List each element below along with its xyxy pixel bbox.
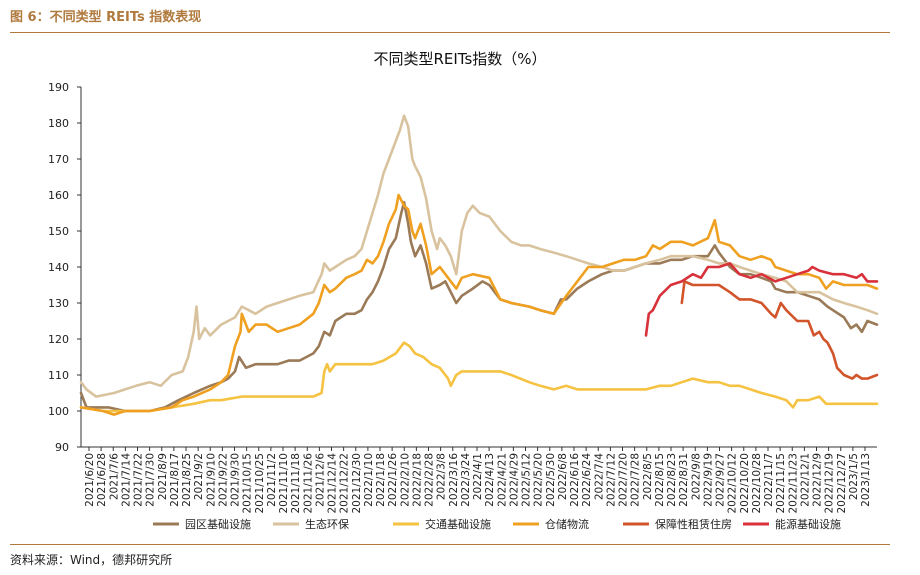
x-tick-label: 2023/1/13 xyxy=(860,453,872,507)
x-tick-label: 2022/4/29 xyxy=(508,453,520,507)
x-tick-label: 2022/6/24 xyxy=(581,453,593,507)
x-tick-label: 2022/5/20 xyxy=(533,453,545,507)
x-tick-label: 2022/8/31 xyxy=(678,453,690,507)
series-line-3 xyxy=(79,341,879,413)
x-tick-label: 2022/12/9 xyxy=(812,453,824,507)
y-tick-label: 110 xyxy=(48,369,69,382)
x-tick-label: 2021/7/14 xyxy=(120,453,132,507)
legend-label-5: 保障性租赁住房 xyxy=(655,517,732,531)
x-tick-label: 2021/6/20 xyxy=(84,453,96,507)
y-tick-label: 150 xyxy=(48,225,69,238)
x-tick-label: 2021/11/18 xyxy=(290,453,302,514)
figure-label: 图 6：不同类型 REITs 指数表现 xyxy=(10,10,202,25)
y-tick-label: 170 xyxy=(48,153,69,166)
x-tick-label: 2022/1/26 xyxy=(387,453,399,507)
x-tick-label: 2022/7/20 xyxy=(618,453,630,507)
legend-label-4: 仓储物流 xyxy=(545,517,589,531)
x-tick-label: 2022/4/1 xyxy=(472,453,484,500)
x-tick-label: 2021/7/6 xyxy=(108,453,120,500)
x-tick-label: 2022/6/16 xyxy=(569,453,581,507)
x-tick-label: 2022/10/20 xyxy=(739,453,751,514)
reits-line-chart: 不同类型REITs指数（%） 90 100 110 120 130 140 150 160 17… xyxy=(48,50,879,531)
x-tick-label: 2022/9/19 xyxy=(702,453,714,507)
x-tick-label: 2022/2/28 xyxy=(424,453,436,507)
x-tick-label: 2021/6/28 xyxy=(96,453,108,507)
x-tick-label: 2023/1/5 xyxy=(848,453,860,500)
x-tick-label: 2022/4/13 xyxy=(484,453,496,507)
x-tick-label: 2021/12/14 xyxy=(327,453,339,514)
x-tick-label: 2022/2/18 xyxy=(411,453,423,507)
x-tick-label: 2021/9/30 xyxy=(230,453,242,507)
y-tick-label: 160 xyxy=(48,189,69,202)
x-tick-label: 2022/8/15 xyxy=(654,453,666,507)
x-tick-label: 2022/3/8 xyxy=(436,453,448,500)
x-tick-label: 2022/8/23 xyxy=(666,453,678,507)
legend-label-2: 生态环保 xyxy=(305,517,349,531)
x-tick-label: 2022/5/12 xyxy=(521,453,533,507)
x-tick-label: 2022/6/8 xyxy=(557,453,569,500)
x-tick-label: 2021/10/15 xyxy=(242,453,254,514)
x-tick-label: 2022/11/15 xyxy=(775,453,787,514)
legend: 园区基础设施 生态环保 交通基础设施 仓储物流 保障性租赁住房 能源基础设施 xyxy=(153,517,841,531)
x-tick-label: 2022/2/10 xyxy=(399,453,411,507)
x-tick-label: 2022/12/19 xyxy=(824,453,836,514)
x-tick-label: 2022/7/12 xyxy=(605,453,617,507)
chart-title: 不同类型REITs指数（%） xyxy=(373,50,546,68)
legend-label-1: 园区基础设施 xyxy=(185,518,251,531)
source-note: 资料来源：Wind，德邦研究所 xyxy=(10,553,173,567)
x-tick-label: 2022/7/28 xyxy=(630,453,642,507)
x-tick-label: 2021/12/22 xyxy=(339,453,351,514)
plot-area: 90 100 110 120 130 140 150 160 170 180 190 2021/6/2… xyxy=(48,81,879,514)
x-tick-label: 2021/12/6 xyxy=(314,453,326,507)
y-tick-label: 120 xyxy=(48,333,69,346)
series-line-5 xyxy=(680,280,879,380)
series-line-1 xyxy=(79,200,879,413)
legend-label-6: 能源基础设施 xyxy=(775,517,841,531)
x-tick-label: 2021/11/2 xyxy=(266,453,278,507)
x-tick-label: 2022/3/16 xyxy=(448,453,460,507)
x-tick-label: 2021/7/30 xyxy=(145,453,157,507)
y-tick-label: 180 xyxy=(48,117,69,130)
x-tick-label: 2021/9/22 xyxy=(217,453,229,507)
series-line-2 xyxy=(79,114,879,398)
x-tick-label: 2022/9/8 xyxy=(690,453,702,500)
x-tick-label: 2022/1/10 xyxy=(363,453,375,507)
x-tick-label: 2021/9/2 xyxy=(193,453,205,500)
x-tick-label: 2021/8/17 xyxy=(169,453,181,507)
x-tick-label: 2021/10/25 xyxy=(254,453,266,514)
x-tick-label: 2021/7/22 xyxy=(133,453,145,507)
x-tick-label: 2022/8/5 xyxy=(642,453,654,500)
x-tick-label: 2022/4/21 xyxy=(496,453,508,507)
y-tick-label: 130 xyxy=(48,297,69,310)
x-tick-label: 2022/12/27 xyxy=(836,453,848,514)
x-tick-label: 2021/11/10 xyxy=(278,453,290,514)
x-tick-label: 2022/12/1 xyxy=(799,453,811,507)
x-tick-label: 2022/9/27 xyxy=(715,453,727,507)
legend-label-3: 交通基础设施 xyxy=(425,517,491,531)
x-tick-label: 2021/8/25 xyxy=(181,453,193,507)
y-tick-label: 190 xyxy=(48,81,69,94)
x-tick-label: 2021/9/10 xyxy=(205,453,217,507)
x-tick-label: 2021/12/30 xyxy=(351,453,363,514)
x-tick-label: 2022/11/23 xyxy=(787,453,799,514)
series-line-4 xyxy=(79,193,879,416)
y-tick-label: 90 xyxy=(55,441,69,454)
x-tick-label: 2022/5/30 xyxy=(545,453,557,507)
x-tick-label: 2022/1/18 xyxy=(375,453,387,507)
y-tick-label: 140 xyxy=(48,261,69,274)
x-tick-label: 2022/7/4 xyxy=(593,453,605,500)
figure-header: 图 6：不同类型 REITs 指数表现 xyxy=(10,6,890,33)
x-tick-label: 2021/11/26 xyxy=(302,453,314,514)
series-line-6 xyxy=(644,262,879,337)
x-tick-label: 2022/11/7 xyxy=(763,453,775,507)
x-tick-label: 2022/3/24 xyxy=(460,453,472,507)
x-tick-label: 2021/8/9 xyxy=(157,453,169,500)
x-tick-label: 2022/10/28 xyxy=(751,453,763,514)
x-tick-label: 2022/10/12 xyxy=(727,453,739,514)
footer-divider xyxy=(10,544,890,545)
y-tick-label: 100 xyxy=(48,405,69,418)
